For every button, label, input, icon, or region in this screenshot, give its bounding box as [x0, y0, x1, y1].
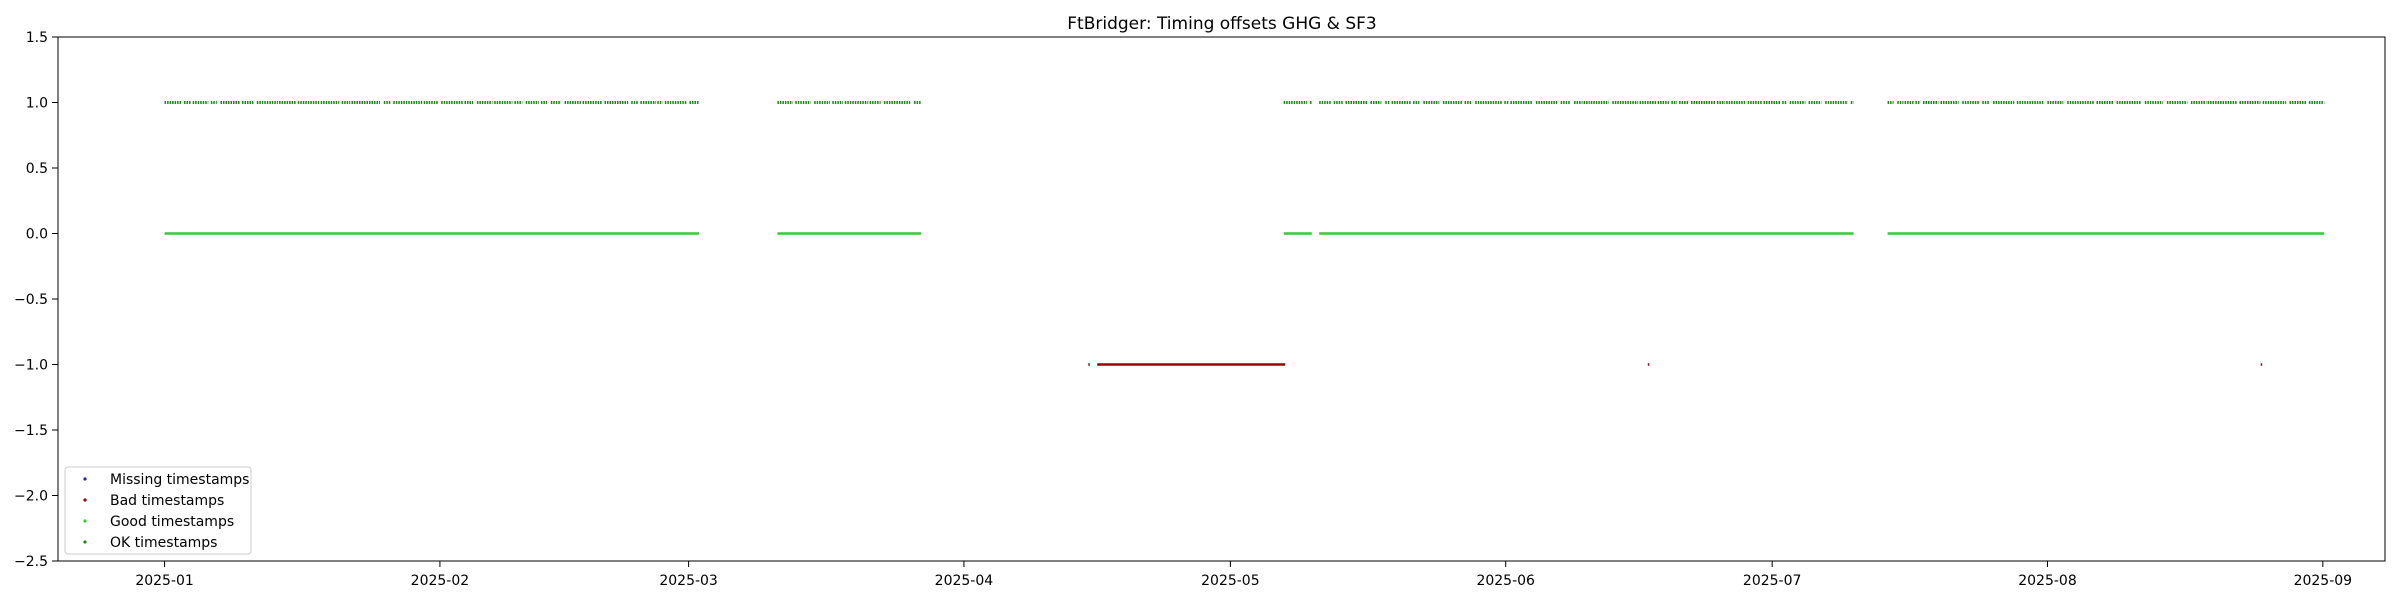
data-marks: [164, 101, 2325, 366]
legend-marker: [83, 540, 87, 544]
x-tick-label: 2025-02: [411, 573, 470, 589]
y-tick-label: 0.5: [26, 161, 48, 177]
y-axis: 1.5 1.0 0.5 0.0 −0.5 −1.0 −1.5 −2.0 −2.5: [14, 30, 58, 570]
plot-frame: [57, 36, 2386, 562]
y-tick-label: −1.0: [14, 358, 48, 374]
y-tick-label: −2.5: [14, 554, 48, 570]
x-tick-label: 2025-05: [1201, 573, 1260, 589]
y-tick-label: −1.5: [14, 423, 48, 439]
legend-marker: [83, 519, 87, 523]
y-tick-label: 1.0: [26, 96, 48, 112]
x-tick-label: 2025-03: [659, 573, 718, 589]
chart-title: FtBridger: Timing offsets GHG & SF3: [1067, 14, 1376, 34]
legend-marker: [83, 477, 87, 481]
legend-box: [64, 466, 252, 555]
y-tick-label: −0.5: [14, 292, 48, 308]
x-tick-label: 2025-04: [935, 573, 994, 589]
x-tick-label: 2025-07: [1743, 573, 1802, 589]
legend-marker: [83, 498, 87, 502]
x-axis: 2025-01 2025-02 2025-03 2025-04 2025-05 2025-…: [135, 561, 2352, 589]
legend-entry: OK timestamps: [110, 535, 217, 551]
x-tick-label: 2025-06: [1476, 573, 1535, 589]
y-tick-label: 1.5: [26, 30, 48, 46]
legend: Missing timestamps Bad timestamps Good tim…: [64, 466, 252, 555]
y-tick-label: −2.0: [14, 489, 48, 505]
x-tick-label: 2025-01: [135, 573, 194, 589]
legend-entry: Missing timestamps: [110, 472, 249, 488]
legend-entry: Bad timestamps: [110, 493, 224, 509]
legend-entry: Good timestamps: [110, 514, 234, 530]
x-tick-label: 2025-09: [2294, 573, 2353, 589]
y-tick-label: 0.0: [26, 227, 48, 243]
x-tick-label: 2025-08: [2018, 573, 2077, 589]
